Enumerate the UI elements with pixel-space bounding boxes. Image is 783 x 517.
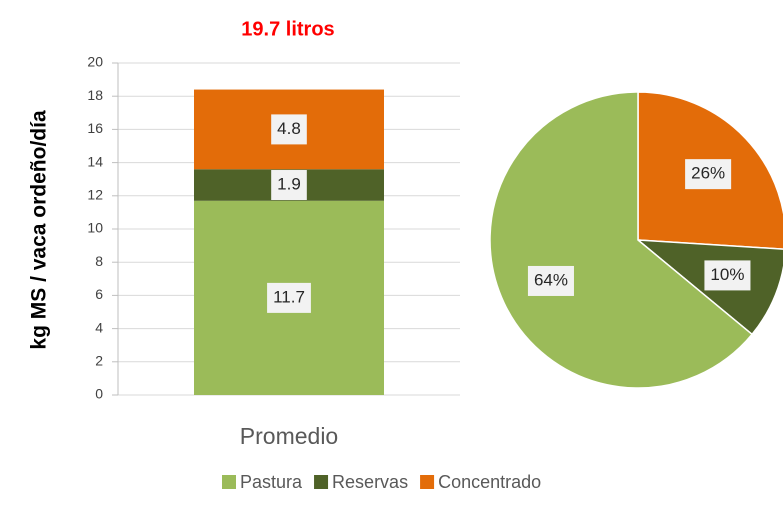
data-label: 1.9 (277, 174, 301, 193)
legend-swatch (314, 475, 329, 489)
pie-slice (489, 91, 754, 389)
data-label-box (271, 114, 307, 145)
pie-label: 64% (534, 270, 568, 289)
y-tick-label: 8 (95, 253, 103, 269)
y-tick-label: 18 (87, 87, 103, 103)
y-tick-label: 20 (87, 54, 103, 70)
legend-swatch (420, 475, 435, 489)
pie-label-box (704, 260, 751, 291)
pie-label-box (527, 265, 574, 296)
data-label: 4.8 (277, 119, 301, 138)
y-tick-label: 2 (95, 353, 103, 369)
pie-label: 26% (691, 164, 725, 183)
chart-title: 19.7 litros (241, 18, 334, 40)
data-label-box (267, 282, 311, 313)
data-label: 11.7 (273, 287, 305, 306)
y-tick-label: 6 (95, 286, 103, 302)
legend-label: Pastura (240, 472, 303, 492)
y-tick-label: 16 (87, 120, 103, 136)
pie-label: 10% (710, 265, 744, 284)
y-tick-label: 0 (95, 386, 103, 402)
pie-label-box (685, 159, 732, 190)
x-tick-label: Promedio (240, 423, 338, 449)
legend-label: Reservas (332, 472, 408, 492)
data-label-box (271, 170, 307, 201)
legend-label: Concentrado (438, 472, 541, 492)
y-tick-label: 14 (87, 153, 103, 169)
legend-swatch (222, 475, 236, 489)
y-axis-label: kg MS / vaca ordeño/día (28, 110, 51, 350)
y-tick-label: 12 (87, 187, 103, 203)
y-tick-label: 10 (87, 220, 103, 236)
y-tick-label: 4 (95, 319, 103, 335)
